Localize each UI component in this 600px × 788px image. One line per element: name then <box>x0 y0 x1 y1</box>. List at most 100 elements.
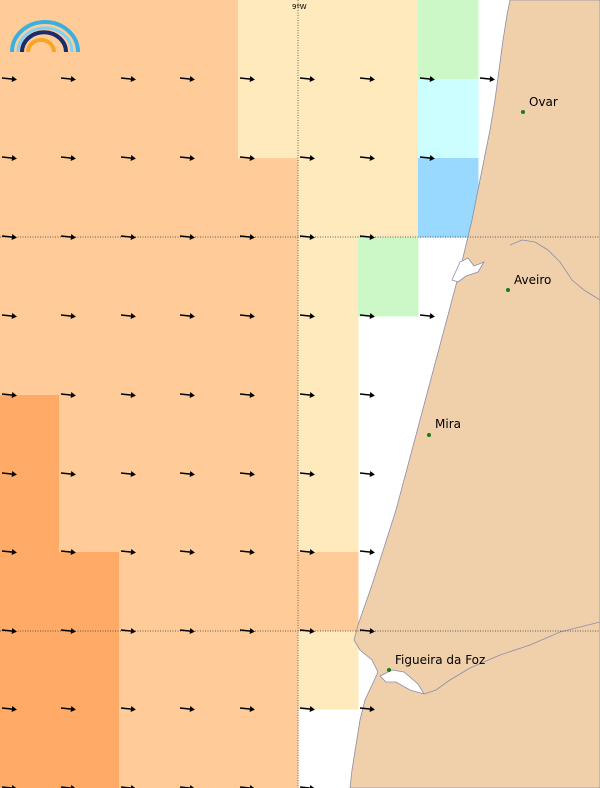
forecast-cell <box>178 316 239 396</box>
wind-arrow <box>359 313 375 320</box>
wind-arrow <box>239 706 255 713</box>
forecast-cell <box>238 0 299 80</box>
land-mass <box>349 0 600 788</box>
forecast-cell <box>178 631 239 710</box>
wind-arrow <box>359 628 375 635</box>
wind-arrow <box>299 76 315 83</box>
wind-arrow <box>120 76 136 83</box>
forecast-grid-cells <box>0 0 479 788</box>
wind-arrow <box>359 471 375 478</box>
city-label[interactable]: Mira <box>435 417 461 431</box>
city-label[interactable]: Figueira da Foz <box>395 653 485 667</box>
forecast-cell <box>0 237 61 317</box>
wind-arrow <box>179 628 195 635</box>
forecast-cell <box>418 79 479 159</box>
wind-arrow <box>1 313 17 320</box>
forecast-cell <box>0 0 61 80</box>
wind-arrow <box>120 234 136 241</box>
wind-arrow <box>60 313 76 320</box>
forecast-cell <box>238 552 299 632</box>
forecast-cell <box>119 631 180 710</box>
wind-arrow <box>419 155 435 162</box>
wind-arrow <box>239 471 255 478</box>
forecast-cell <box>238 709 299 788</box>
forecast-cell <box>418 0 479 80</box>
wind-arrow <box>120 471 136 478</box>
forecast-cell <box>0 158 61 238</box>
forecast-cell <box>119 316 180 396</box>
wind-arrow <box>479 76 495 83</box>
rainbow-logo-icon <box>10 20 80 53</box>
city-dot <box>427 433 431 437</box>
forecast-cell <box>0 631 61 710</box>
forecast-cell <box>59 395 120 475</box>
forecast-cell <box>178 0 239 80</box>
city-dot <box>506 288 510 292</box>
forecast-cell <box>59 474 120 553</box>
forecast-cell <box>238 631 299 710</box>
vouga-river <box>509 239 600 301</box>
forecast-cell <box>59 237 120 317</box>
wind-arrow <box>239 76 255 83</box>
forecast-cell <box>119 474 180 553</box>
wind-arrow <box>60 549 76 556</box>
wind-arrow <box>60 706 76 713</box>
forecast-cell <box>178 158 239 238</box>
forecast-cell <box>238 316 299 396</box>
forecast-cell <box>178 552 239 632</box>
forecast-cell <box>119 0 180 80</box>
wind-arrow <box>179 234 195 241</box>
wind-arrow <box>120 549 136 556</box>
wind-arrow <box>239 549 255 556</box>
wind-arrow <box>1 549 17 556</box>
wind-arrow <box>299 155 315 162</box>
wind-arrow <box>60 234 76 241</box>
city-label[interactable]: Ovar <box>529 95 558 109</box>
forecast-cell <box>238 395 299 475</box>
forecast-cell <box>358 79 419 159</box>
wind-arrows <box>1 76 495 788</box>
wind-arrow <box>299 234 315 241</box>
city-dot <box>387 668 391 672</box>
forecast-cell <box>178 709 239 788</box>
wind-arrow <box>359 706 375 713</box>
forecast-cell <box>119 79 180 159</box>
forecast-cell <box>0 316 61 396</box>
forecast-cell <box>418 158 479 238</box>
wind-arrow <box>179 313 195 320</box>
mondego-river <box>423 621 600 695</box>
forecast-cell <box>0 474 61 553</box>
wind-arrow <box>1 706 17 713</box>
forecast-cell <box>298 158 359 238</box>
wind-arrow <box>299 392 315 399</box>
wind-arrow <box>239 234 255 241</box>
wind-arrow <box>299 628 315 635</box>
forecast-cell <box>298 0 359 80</box>
wind-arrow <box>359 234 375 241</box>
forecast-cell <box>59 552 120 632</box>
forecast-cell <box>238 158 299 238</box>
wind-arrow <box>179 706 195 713</box>
forecast-cell <box>119 709 180 788</box>
wind-arrow <box>179 471 195 478</box>
forecast-cell <box>59 631 120 710</box>
forecast-cell <box>298 552 359 632</box>
forecast-cell <box>119 158 180 238</box>
wind-arrow <box>179 392 195 399</box>
aveiro-lagoon <box>451 257 485 283</box>
wind-arrow <box>299 313 315 320</box>
forecast-cell <box>59 709 120 788</box>
wind-arrow <box>1 392 17 399</box>
forecast-cell <box>238 79 299 159</box>
forecast-cell <box>0 79 61 159</box>
wind-arrow <box>120 706 136 713</box>
city-label[interactable]: Aveiro <box>514 273 551 287</box>
wind-arrow <box>120 628 136 635</box>
forecast-cell <box>59 158 120 238</box>
wind-arrow <box>1 76 17 83</box>
wind-arrow <box>1 628 17 635</box>
forecast-cell <box>298 316 359 396</box>
wind-arrow <box>1 155 17 162</box>
forecast-cell <box>178 237 239 317</box>
